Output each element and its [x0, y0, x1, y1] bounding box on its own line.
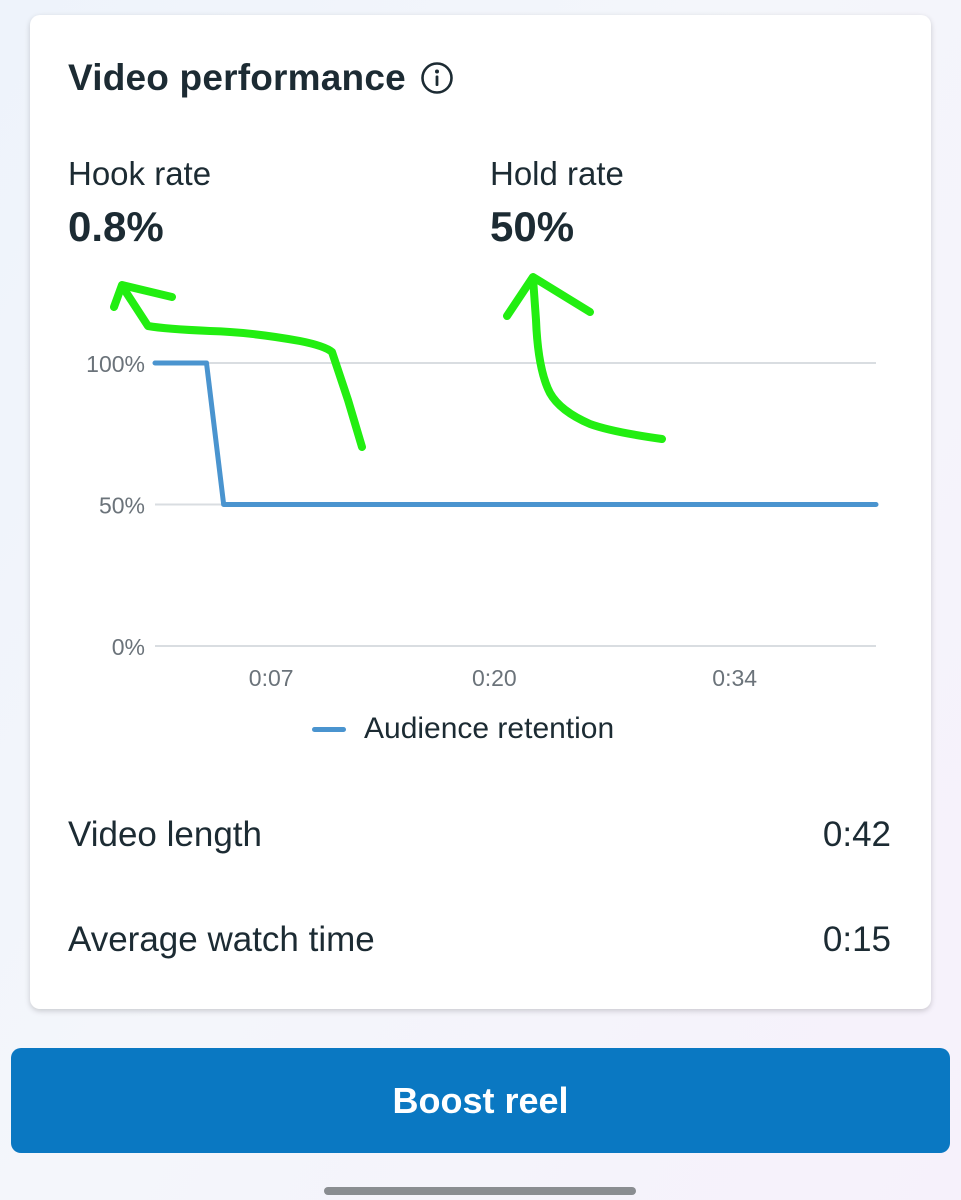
info-circle-icon[interactable] — [420, 61, 454, 95]
video-performance-card: Video performance Hook rate 0.8% Hold ra… — [30, 15, 931, 1009]
card-header: Video performance — [68, 57, 454, 99]
retention-line — [152, 360, 879, 507]
y-tick-label: 100% — [86, 351, 145, 377]
video-length-row: Video length 0:42 — [68, 815, 891, 855]
home-indicator[interactable] — [324, 1187, 636, 1195]
hook-rate-label: Hook rate — [68, 155, 212, 192]
card-title: Video performance — [68, 57, 406, 98]
y-tick-label: 50% — [99, 493, 145, 519]
average-watch-time-row: Average watch time 0:15 — [68, 920, 891, 960]
legend-swatch — [312, 726, 346, 732]
y-tick-label: 0% — [112, 634, 145, 660]
hook-rate-metric: Hook rate 0.8% — [68, 155, 211, 251]
x-tick-label: 0:34 — [712, 665, 757, 691]
x-tick-label: 0:07 — [249, 665, 294, 691]
chart-legend: Audience retention — [312, 712, 614, 746]
video-length-label: Video length — [68, 815, 262, 854]
hold-rate-metric: Hold rate 50% — [490, 155, 624, 251]
boost-reel-button[interactable]: Boost reel — [11, 1048, 950, 1153]
legend-label: Audience retention — [364, 712, 615, 745]
x-tick-label: 0:20 — [472, 665, 517, 691]
average-watch-time-value: 0:15 — [822, 920, 891, 959]
video-length-value: 0:42 — [822, 815, 891, 854]
hold-rate-value: 50% — [490, 203, 575, 250]
average-watch-time-label: Average watch time — [68, 920, 375, 959]
hold-rate-label: Hold rate — [490, 155, 624, 192]
hook-rate-value: 0.8% — [68, 203, 164, 250]
retention-chart: 100% 50% 0% 0:07 0:20 0:34 — [86, 351, 879, 691]
